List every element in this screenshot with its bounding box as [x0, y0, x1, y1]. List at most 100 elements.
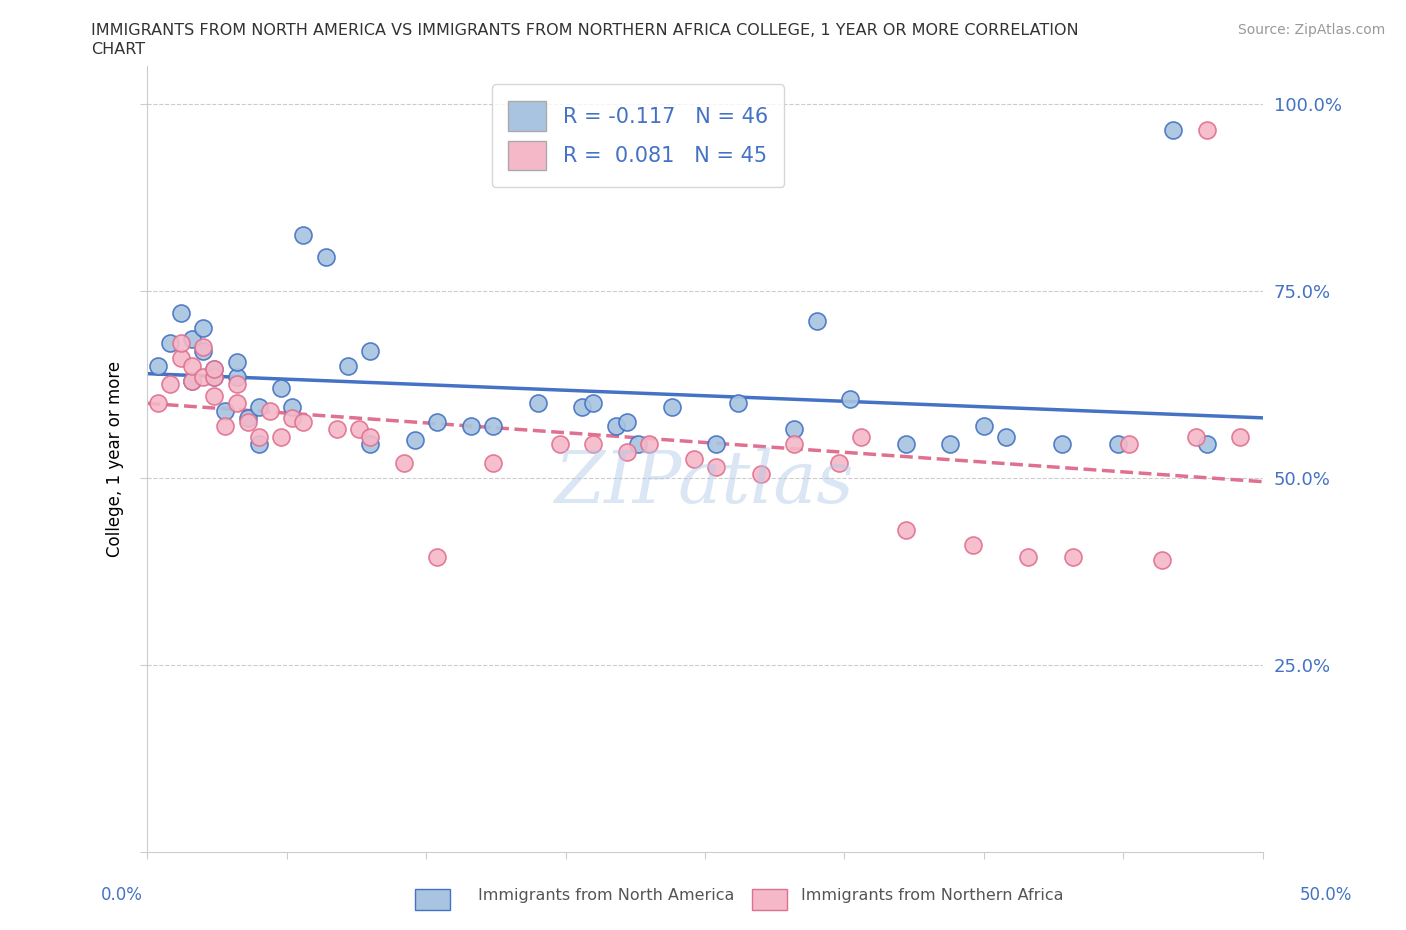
- Point: [247, 430, 270, 445]
- Point: [392, 456, 415, 471]
- Point: [236, 415, 259, 430]
- Point: [259, 403, 281, 418]
- Text: Immigrants from Northern Africa: Immigrants from Northern Africa: [801, 888, 1064, 903]
- Point: [225, 377, 247, 392]
- Point: [181, 332, 204, 347]
- Point: [548, 437, 571, 452]
- Point: [704, 437, 727, 452]
- Point: [202, 369, 225, 384]
- Point: [148, 395, 170, 410]
- Point: [783, 437, 806, 452]
- Point: [806, 313, 828, 328]
- Point: [616, 445, 638, 459]
- Point: [202, 362, 225, 377]
- Point: [281, 399, 304, 414]
- Point: [159, 336, 181, 351]
- Point: [270, 380, 292, 395]
- Point: [214, 418, 236, 433]
- Point: [247, 437, 270, 452]
- Point: [1184, 430, 1206, 445]
- Point: [894, 437, 917, 452]
- Point: [359, 343, 381, 358]
- Point: [191, 321, 214, 336]
- Point: [749, 467, 772, 482]
- Point: [571, 399, 593, 414]
- Point: [225, 369, 247, 384]
- Point: [482, 418, 505, 433]
- Text: IMMIGRANTS FROM NORTH AMERICA VS IMMIGRANTS FROM NORTHERN AFRICA COLLEGE, 1 YEAR: IMMIGRANTS FROM NORTH AMERICA VS IMMIGRA…: [91, 23, 1078, 38]
- Point: [202, 362, 225, 377]
- Point: [225, 395, 247, 410]
- Point: [191, 369, 214, 384]
- Point: [202, 388, 225, 403]
- Point: [627, 437, 650, 452]
- Point: [170, 336, 193, 351]
- Point: [404, 433, 426, 448]
- Point: [225, 354, 247, 369]
- Point: [482, 456, 505, 471]
- Text: Source: ZipAtlas.com: Source: ZipAtlas.com: [1237, 23, 1385, 37]
- Point: [148, 358, 170, 373]
- Text: ZIPatlas: ZIPatlas: [555, 447, 855, 518]
- Point: [973, 418, 995, 433]
- Point: [682, 452, 704, 467]
- Text: Immigrants from North America: Immigrants from North America: [478, 888, 734, 903]
- Point: [828, 456, 851, 471]
- Point: [292, 227, 315, 242]
- Point: [460, 418, 482, 433]
- Point: [181, 373, 204, 388]
- Point: [526, 395, 548, 410]
- Point: [159, 377, 181, 392]
- Legend: R = -0.117   N = 46, R =  0.081   N = 45: R = -0.117 N = 46, R = 0.081 N = 45: [492, 85, 785, 187]
- Point: [337, 358, 360, 373]
- Point: [849, 430, 872, 445]
- Point: [315, 249, 337, 264]
- Point: [616, 415, 638, 430]
- Point: [247, 399, 270, 414]
- Point: [281, 410, 304, 425]
- Point: [894, 523, 917, 538]
- Point: [1118, 437, 1140, 452]
- Point: [426, 549, 449, 564]
- Point: [170, 351, 193, 365]
- Point: [704, 459, 727, 474]
- Point: [181, 358, 204, 373]
- Point: [359, 430, 381, 445]
- Point: [214, 403, 236, 418]
- Point: [783, 422, 806, 437]
- Point: [962, 538, 984, 552]
- Point: [995, 430, 1018, 445]
- Point: [727, 395, 749, 410]
- Point: [1017, 549, 1039, 564]
- Point: [839, 392, 862, 406]
- Point: [1229, 430, 1251, 445]
- Point: [638, 437, 661, 452]
- Point: [1107, 437, 1129, 452]
- Point: [347, 422, 370, 437]
- Text: CHART: CHART: [91, 42, 145, 57]
- Point: [1195, 123, 1218, 138]
- Point: [605, 418, 627, 433]
- Point: [426, 415, 449, 430]
- Point: [1062, 549, 1084, 564]
- Text: 50.0%: 50.0%: [1301, 886, 1353, 904]
- Point: [191, 343, 214, 358]
- Point: [181, 373, 204, 388]
- Point: [202, 369, 225, 384]
- Point: [1195, 437, 1218, 452]
- Point: [270, 430, 292, 445]
- Point: [582, 395, 605, 410]
- Y-axis label: College, 1 year or more: College, 1 year or more: [107, 361, 124, 557]
- Point: [292, 415, 315, 430]
- Point: [939, 437, 962, 452]
- Point: [236, 410, 259, 425]
- Point: [582, 437, 605, 452]
- Text: 0.0%: 0.0%: [101, 886, 143, 904]
- Point: [1152, 552, 1174, 567]
- Point: [661, 399, 683, 414]
- Point: [191, 339, 214, 354]
- Point: [359, 437, 381, 452]
- Point: [326, 422, 349, 437]
- Point: [1163, 123, 1185, 138]
- Point: [170, 306, 193, 321]
